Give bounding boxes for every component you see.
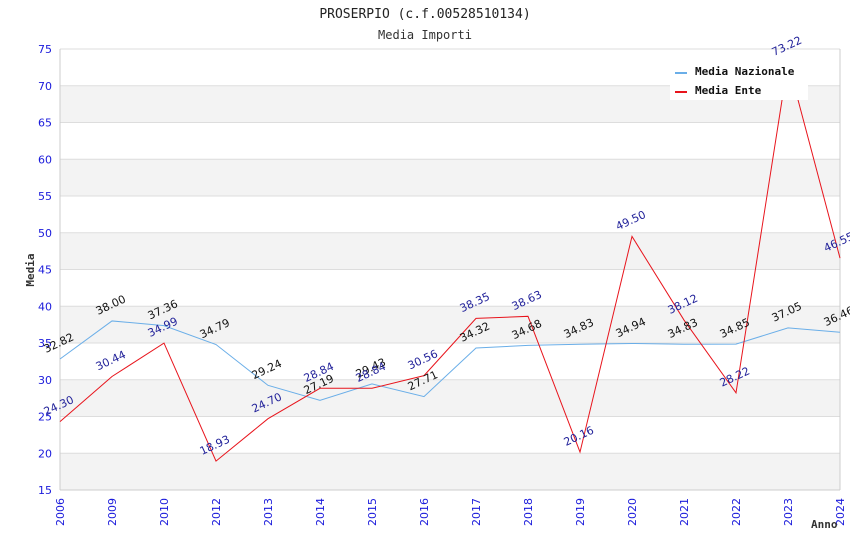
x-tick-label: 2015 bbox=[366, 498, 379, 526]
grid-band bbox=[60, 159, 840, 196]
x-tick-label: 2014 bbox=[314, 498, 327, 526]
x-tick-label: 2016 bbox=[418, 498, 431, 526]
data-label-media-ente: 73.22 bbox=[770, 34, 804, 59]
y-axis-label: Media bbox=[24, 253, 37, 286]
x-tick-label: 2010 bbox=[158, 498, 171, 526]
x-tick-label: 2006 bbox=[54, 498, 67, 526]
data-label-media-nazionale: 32.82 bbox=[42, 331, 76, 356]
x-tick-label: 2012 bbox=[210, 498, 223, 526]
y-tick-label: 65 bbox=[38, 117, 52, 130]
x-tick-label: 2021 bbox=[678, 498, 691, 526]
legend: Media Nazionale Media Ente bbox=[670, 60, 808, 100]
y-tick-label: 15 bbox=[38, 484, 52, 497]
data-label-media-nazionale: 29.24 bbox=[250, 357, 284, 382]
gridlines bbox=[60, 48, 840, 491]
x-tick-label: 2013 bbox=[262, 498, 275, 526]
x-tick-label: 2018 bbox=[522, 498, 535, 526]
y-tick-label: 30 bbox=[38, 374, 52, 387]
chart-subtitle: Media Importi bbox=[378, 28, 472, 42]
data-label-media-ente: 49.50 bbox=[614, 208, 648, 233]
grid-band bbox=[60, 232, 840, 270]
y-tick-label: 55 bbox=[38, 190, 52, 203]
x-tick-label: 2023 bbox=[782, 498, 795, 526]
x-tick-label: 2009 bbox=[106, 498, 119, 526]
grid-band bbox=[60, 453, 840, 490]
chart-title: PROSERPIO (c.f.00528510134) bbox=[319, 7, 530, 22]
series-lines bbox=[59, 61, 841, 462]
data-label-media-ente: 30.56 bbox=[406, 347, 440, 372]
y-tick-label: 40 bbox=[38, 300, 52, 313]
x-tick-label: 2020 bbox=[626, 498, 639, 526]
x-tick-labels: 2006 2009 2010 2012 2013 2014 2015 2016 2017 2018… bbox=[54, 498, 847, 526]
grid-band bbox=[60, 306, 840, 343]
y-tick-label: 50 bbox=[38, 227, 52, 240]
y-tick-label: 25 bbox=[38, 411, 52, 424]
series-line-media-ente bbox=[59, 61, 841, 462]
y-tick-labels: 15 20 25 30 35 40 45 50 55 60 65 70 75 bbox=[38, 43, 52, 497]
series-line-media-nazionale bbox=[59, 320, 841, 401]
grid-band bbox=[60, 379, 840, 417]
x-tick-label: 2017 bbox=[470, 498, 483, 526]
y-tick-label: 70 bbox=[38, 80, 52, 93]
data-label-media-ente: 20.16 bbox=[562, 424, 596, 449]
x-tick-label: 2019 bbox=[574, 498, 587, 526]
y-tick-label: 20 bbox=[38, 447, 52, 460]
legend-label-media-nazionale: Media Nazionale bbox=[695, 65, 795, 78]
x-axis-label: Anno bbox=[811, 518, 838, 531]
y-tick-label: 45 bbox=[38, 264, 52, 277]
x-tick-label: 2024 bbox=[834, 498, 847, 526]
legend-box bbox=[670, 60, 808, 100]
y-tick-label: 75 bbox=[38, 43, 52, 56]
legend-label-media-ente: Media Ente bbox=[695, 84, 762, 97]
x-tick-label: 2022 bbox=[730, 498, 743, 526]
plot-background-bands bbox=[60, 85, 840, 490]
y-tick-label: 60 bbox=[38, 153, 52, 166]
y-tick-label: 35 bbox=[38, 337, 52, 350]
